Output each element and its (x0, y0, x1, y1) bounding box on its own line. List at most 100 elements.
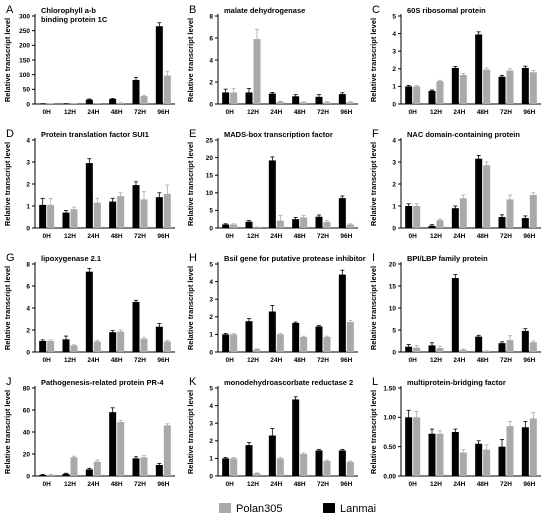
bar-lanmai (521, 218, 529, 228)
bar-lanmai (315, 216, 323, 228)
bar-lanmai (132, 79, 140, 104)
bar-lanmai (155, 197, 163, 228)
bar-polan305 (459, 452, 467, 476)
bar-polan305 (323, 461, 331, 476)
bar-polan305 (300, 337, 308, 352)
bar-lanmai (451, 67, 459, 104)
bar-polan305 (93, 202, 101, 228)
y-tick-label: 5 (209, 385, 213, 392)
x-tick-label: 96H (523, 481, 535, 488)
y-tick-label: 3 (209, 297, 213, 304)
x-tick-label: 0H (43, 109, 52, 116)
y-tick-label: 5 (209, 261, 213, 268)
bar-lanmai (475, 158, 483, 228)
x-tick-label: 96H (340, 233, 352, 240)
y-tick-label: 6 (209, 35, 213, 42)
y-tick-label: 100 (19, 72, 30, 79)
bar-polan305 (529, 342, 537, 352)
bar-polan305 (70, 209, 78, 228)
y-tick-label: 20 (389, 261, 397, 268)
y-tick-label: 4 (26, 305, 30, 312)
bar-polan305 (93, 341, 101, 352)
bar-lanmai (109, 332, 117, 352)
bar-lanmai (268, 93, 276, 104)
legend-swatch-lanmai (323, 503, 335, 513)
x-tick-label: 72H (500, 481, 512, 488)
x-tick-label: 72H (500, 357, 512, 364)
y-tick-label: 0 (392, 101, 396, 108)
y-axis-label: Relative transcript level (369, 18, 378, 102)
bar-lanmai (268, 311, 276, 352)
y-tick-label: 2 (209, 79, 213, 86)
bar-polan305 (436, 81, 444, 104)
panel-letter: J (6, 376, 12, 388)
x-tick-label: 0H (226, 481, 235, 488)
bar-polan305 (483, 165, 491, 228)
bar-lanmai (85, 469, 93, 476)
bar-polan305 (436, 433, 444, 476)
x-tick-label: 48H (294, 233, 306, 240)
bar-polan305 (413, 417, 421, 476)
y-tick-label: 40 (23, 429, 31, 436)
y-tick-label: 150 (19, 57, 30, 64)
bar-lanmai (338, 198, 346, 228)
bar-polan305 (300, 217, 308, 228)
x-tick-label: 24H (87, 109, 99, 116)
bar-lanmai (475, 34, 483, 105)
panel-h: H Bsil gene for putative protease inhibit… (186, 252, 366, 364)
y-axis-label: Relative transcript level (186, 390, 195, 474)
bar-lanmai (109, 99, 117, 104)
panel-letter: E (189, 128, 196, 140)
x-tick-label: 48H (477, 357, 489, 364)
panel-title: monodehydroascorbate reductase 2 (224, 378, 353, 387)
bar-lanmai (109, 201, 117, 228)
y-tick-label: 60 (23, 407, 31, 414)
bar-polan305 (117, 196, 125, 228)
bar-polan305 (529, 195, 537, 228)
bar-polan305 (163, 425, 171, 476)
y-tick-label: 2 (209, 314, 213, 321)
bar-polan305 (163, 341, 171, 352)
y-axis-label: Relative transcript level (186, 266, 195, 350)
panel-letter: K (189, 376, 197, 388)
x-tick-label: 96H (340, 357, 352, 364)
legend-label-lanmai: Lanmai (340, 503, 376, 515)
y-tick-label: 8 (209, 13, 213, 20)
y-tick-label: 1 (392, 203, 396, 210)
x-tick-label: 12H (430, 233, 442, 240)
x-tick-label: 0H (226, 357, 235, 364)
bar-lanmai (268, 160, 276, 228)
panel-f: F NAC domain-containing protein Relative t… (369, 128, 541, 240)
bar-lanmai (292, 322, 300, 352)
x-tick-label: 24H (453, 109, 465, 116)
y-tick-label: 25 (206, 137, 214, 144)
y-tick-label: 0 (209, 225, 213, 232)
bar-lanmai (315, 96, 323, 104)
bar-polan305 (140, 457, 148, 476)
x-tick-label: 72H (317, 357, 329, 364)
x-tick-label: 48H (111, 481, 123, 488)
y-tick-label: 4 (209, 279, 213, 286)
x-tick-label: 72H (134, 357, 146, 364)
panel-title: Protein translation factor SUI1 (41, 130, 149, 139)
x-tick-label: 72H (317, 481, 329, 488)
x-tick-label: 12H (64, 481, 76, 488)
bar-polan305 (276, 101, 284, 104)
bar-polan305 (436, 220, 444, 228)
bar-polan305 (117, 331, 125, 352)
y-tick-label: 0 (26, 225, 30, 232)
y-tick-label: 2 (392, 181, 396, 188)
y-tick-label: 0.50 (383, 444, 396, 451)
bar-lanmai (62, 339, 70, 352)
bar-polan305 (459, 349, 467, 352)
x-tick-label: 24H (87, 481, 99, 488)
bar-polan305 (346, 461, 354, 476)
x-tick-label: 12H (430, 109, 442, 116)
bar-polan305 (323, 222, 331, 228)
legend-label-polan305: Polan305 (236, 503, 283, 515)
y-tick-label: 5 (392, 13, 396, 20)
panel-letter: G (6, 252, 15, 264)
